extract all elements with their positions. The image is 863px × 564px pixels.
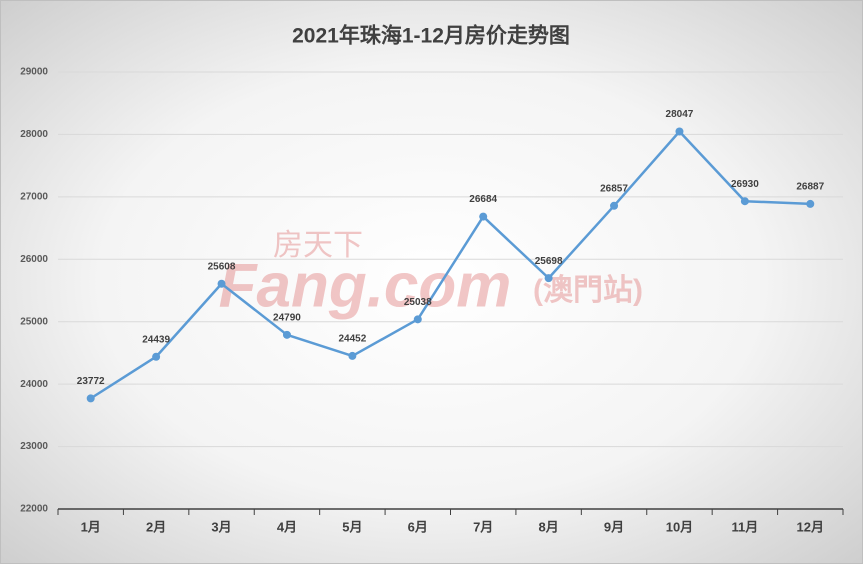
y-tick-label: 28000	[20, 129, 48, 140]
point	[544, 274, 553, 283]
point	[413, 315, 422, 324]
y-tick-label: 25000	[20, 316, 48, 327]
x-tick-label: 1月	[81, 519, 101, 534]
x-tick-label: 6月	[408, 519, 428, 534]
point	[152, 352, 161, 361]
data-label: 25038	[404, 297, 432, 308]
x-tick-label: 2月	[146, 519, 166, 534]
y-tick-label: 27000	[20, 191, 48, 202]
data-label: 28047	[666, 109, 694, 120]
data-label: 26887	[796, 182, 824, 193]
x-tick-label: 12月	[797, 519, 824, 534]
point	[806, 199, 815, 208]
x-tick-label: 3月	[211, 519, 231, 534]
point	[740, 197, 749, 206]
y-tick-label: 22000	[20, 504, 48, 515]
x-tick-label: 4月	[277, 519, 297, 534]
point	[86, 394, 95, 403]
y-tick-label: 24000	[20, 379, 48, 390]
line	[90, 130, 811, 400]
x-tick-label: 5月	[342, 519, 362, 534]
point	[479, 212, 488, 221]
data-label: 26930	[731, 179, 759, 190]
x-tick-label: 9月	[604, 519, 624, 534]
point	[282, 330, 291, 339]
data-label: 25608	[208, 261, 236, 272]
data-label: 23772	[77, 376, 105, 387]
y-tick-label: 29000	[20, 67, 48, 78]
y-tick-label: 23000	[20, 441, 48, 452]
x-tick-label: 10月	[666, 519, 693, 534]
data-label: 26857	[600, 183, 628, 194]
data-label: 24790	[273, 312, 301, 323]
data-label: 24439	[142, 334, 170, 345]
x-tick-label: 8月	[539, 519, 559, 534]
point	[675, 127, 684, 136]
watermark-cn: 房天下	[273, 229, 363, 262]
chart-title: 2021年珠海1-12月房价走势图	[292, 24, 570, 48]
point	[610, 201, 619, 210]
x-tick-label: 7月	[473, 519, 493, 534]
data-label: 25698	[535, 256, 563, 267]
watermark: 房天下 Fang.com (澳門站)	[219, 229, 643, 320]
data-label: 24452	[338, 334, 366, 345]
data-label: 26684	[469, 194, 497, 205]
point	[217, 279, 226, 288]
y-tick-label: 26000	[20, 254, 48, 265]
x-tick-label: 11月	[732, 519, 759, 534]
point	[348, 351, 357, 360]
watermark-brand: Fang.com	[219, 251, 512, 320]
